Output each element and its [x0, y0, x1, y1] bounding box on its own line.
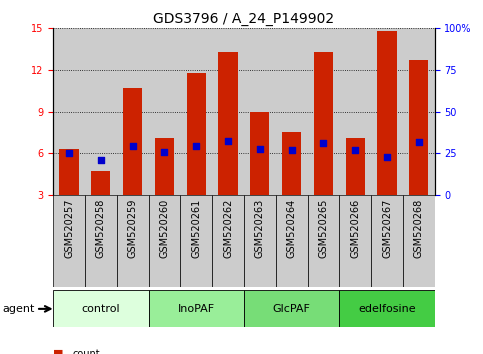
Text: InoPAF: InoPAF: [178, 304, 215, 314]
Text: GSM520266: GSM520266: [350, 198, 360, 258]
Bar: [378, 31, 397, 195]
Bar: [149, 195, 180, 287]
Text: GSM520264: GSM520264: [286, 198, 297, 258]
Bar: [244, 28, 276, 195]
Point: [65, 150, 73, 156]
Text: GSM520261: GSM520261: [191, 198, 201, 258]
Bar: [155, 138, 174, 195]
Point: [160, 149, 168, 155]
Bar: [276, 28, 308, 195]
Bar: [339, 195, 371, 287]
Point: [320, 141, 327, 146]
Bar: [212, 195, 244, 287]
Point: [415, 139, 423, 145]
Bar: [371, 195, 403, 287]
Point: [383, 154, 391, 160]
Point: [351, 148, 359, 153]
Point: [97, 157, 105, 163]
Text: GSM520259: GSM520259: [128, 198, 138, 258]
Bar: [53, 28, 85, 195]
Bar: [85, 28, 117, 195]
Text: agent: agent: [2, 304, 35, 314]
Bar: [59, 149, 79, 195]
Bar: [339, 290, 435, 327]
Point: [224, 138, 232, 143]
Text: GSM520267: GSM520267: [382, 198, 392, 258]
Text: GSM520257: GSM520257: [64, 198, 74, 258]
Bar: [308, 28, 339, 195]
Text: GSM520258: GSM520258: [96, 198, 106, 258]
Bar: [218, 52, 238, 195]
Bar: [371, 28, 403, 195]
Text: GSM520268: GSM520268: [414, 198, 424, 258]
Bar: [117, 28, 149, 195]
Text: control: control: [82, 304, 120, 314]
Text: GSM520260: GSM520260: [159, 198, 170, 258]
Bar: [53, 195, 85, 287]
Bar: [403, 195, 435, 287]
Bar: [403, 28, 435, 195]
Bar: [409, 60, 428, 195]
Bar: [244, 195, 276, 287]
Bar: [346, 138, 365, 195]
Text: GSM520263: GSM520263: [255, 198, 265, 258]
Bar: [149, 28, 180, 195]
Bar: [180, 28, 212, 195]
Point: [129, 143, 137, 149]
Text: GSM520262: GSM520262: [223, 198, 233, 258]
Bar: [53, 290, 149, 327]
Bar: [282, 132, 301, 195]
Bar: [276, 195, 308, 287]
Bar: [314, 52, 333, 195]
Bar: [212, 28, 244, 195]
Text: GSM520265: GSM520265: [318, 198, 328, 258]
Bar: [308, 195, 339, 287]
Bar: [250, 112, 270, 195]
Point: [256, 146, 264, 152]
Bar: [117, 195, 149, 287]
Bar: [244, 290, 339, 327]
Bar: [123, 88, 142, 195]
Text: edelfosine: edelfosine: [358, 304, 416, 314]
Text: ■: ■: [53, 349, 64, 354]
Bar: [91, 171, 110, 195]
Point: [192, 143, 200, 149]
Text: GlcPAF: GlcPAF: [273, 304, 311, 314]
Point: [288, 148, 296, 153]
Bar: [149, 290, 244, 327]
Title: GDS3796 / A_24_P149902: GDS3796 / A_24_P149902: [154, 12, 335, 26]
Bar: [85, 195, 117, 287]
Bar: [339, 28, 371, 195]
Bar: [180, 195, 212, 287]
Text: count: count: [72, 349, 100, 354]
Bar: [187, 73, 206, 195]
